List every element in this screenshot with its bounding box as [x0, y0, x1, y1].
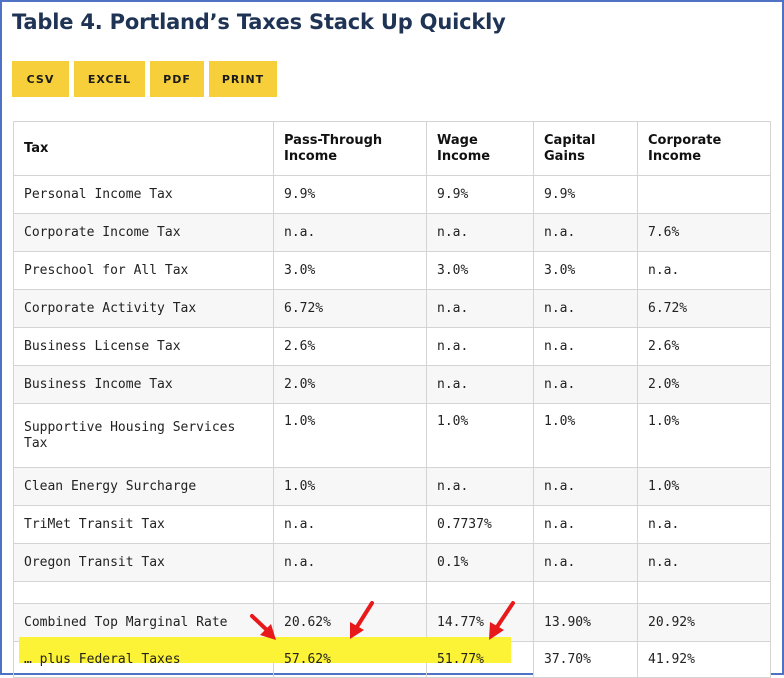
header-wage: Wage Income	[426, 121, 534, 176]
table-header-row: Tax Pass-Through Income Wage Income Capita…	[13, 121, 771, 176]
capital-gains-value: n.a.	[533, 543, 638, 582]
spacer-cell	[13, 581, 274, 604]
tax-name: Supportive Housing Services Tax	[13, 403, 274, 468]
pass-through-value: 9.9%	[273, 175, 427, 214]
spacer-cell	[637, 581, 771, 604]
corporate-value: n.a.	[637, 543, 771, 582]
header-tax: Tax	[13, 121, 274, 176]
capital-gains-value: n.a.	[533, 289, 638, 328]
pass-through-value: n.a.	[273, 543, 427, 582]
tax-name: Clean Energy Surcharge	[13, 467, 274, 506]
table-row: Corporate Income Tax n.a. n.a. n.a. 7.6%	[13, 213, 771, 252]
wage-value: 3.0%	[426, 251, 534, 290]
wage-value: n.a.	[426, 289, 534, 328]
pass-through-value: n.a.	[273, 213, 427, 252]
capital-gains-value: n.a.	[533, 365, 638, 404]
corporate-value: n.a.	[637, 505, 771, 544]
wage-value: n.a.	[426, 213, 534, 252]
tax-table: Tax Pass-Through Income Wage Income Capita…	[13, 121, 771, 678]
capital-gains-value: 9.9%	[533, 175, 638, 214]
capital-gains-value: 13.90%	[533, 603, 638, 642]
wage-value: n.a.	[426, 365, 534, 404]
table-row: Personal Income Tax 9.9% 9.9% 9.9%	[13, 175, 771, 214]
tax-name: Oregon Transit Tax	[13, 543, 274, 582]
header-capital-gains: Capital Gains	[533, 121, 638, 176]
pdf-button[interactable]: PDF	[150, 61, 204, 97]
csv-button[interactable]: CSV	[12, 61, 69, 97]
export-toolbar: CSV EXCEL PDF PRINT	[12, 61, 277, 97]
excel-button[interactable]: EXCEL	[74, 61, 145, 97]
pass-through-value: 3.0%	[273, 251, 427, 290]
corporate-value: 1.0%	[637, 467, 771, 506]
corporate-value	[637, 175, 771, 214]
capital-gains-value: n.a.	[533, 467, 638, 506]
spacer-cell	[426, 581, 534, 604]
print-button[interactable]: PRINT	[209, 61, 277, 97]
tax-name: Business Income Tax	[13, 365, 274, 404]
wage-value: n.a.	[426, 467, 534, 506]
tax-name: Corporate Activity Tax	[13, 289, 274, 328]
table-spacer-row	[13, 581, 771, 604]
table-row: Supportive Housing Services Tax 1.0% 1.0%…	[13, 403, 771, 468]
capital-gains-value: 3.0%	[533, 251, 638, 290]
corporate-value: 20.92%	[637, 603, 771, 642]
table-row: TriMet Transit Tax n.a. 0.7737% n.a. n.a…	[13, 505, 771, 544]
tax-name: Business License Tax	[13, 327, 274, 366]
wage-value: 14.77%	[426, 603, 534, 642]
corporate-value: 1.0%	[637, 403, 771, 468]
table-row: Business License Tax 2.6% n.a. n.a. 2.6%	[13, 327, 771, 366]
table-row: Preschool for All Tax 3.0% 3.0% 3.0% n.a…	[13, 251, 771, 290]
page-title: Table 4. Portland’s Taxes Stack Up Quick…	[12, 10, 506, 34]
capital-gains-value: n.a.	[533, 213, 638, 252]
wage-value: n.a.	[426, 327, 534, 366]
pass-through-value: 1.0%	[273, 467, 427, 506]
pass-through-value: 2.0%	[273, 365, 427, 404]
table-row: Oregon Transit Tax n.a. 0.1% n.a. n.a.	[13, 543, 771, 582]
table-row: Business Income Tax 2.0% n.a. n.a. 2.0%	[13, 365, 771, 404]
capital-gains-value: n.a.	[533, 505, 638, 544]
corporate-value: 41.92%	[637, 641, 771, 678]
capital-gains-value: 37.70%	[533, 641, 638, 678]
highlight-band	[19, 637, 511, 663]
wage-value: 9.9%	[426, 175, 534, 214]
header-pass-through: Pass-Through Income	[273, 121, 427, 176]
corporate-value: 6.72%	[637, 289, 771, 328]
table-row-combined: Combined Top Marginal Rate 20.62% 14.77%…	[13, 603, 771, 642]
pass-through-value: 1.0%	[273, 403, 427, 468]
tax-name: Combined Top Marginal Rate	[13, 603, 274, 642]
tax-name: Preschool for All Tax	[13, 251, 274, 290]
corporate-value: 7.6%	[637, 213, 771, 252]
pass-through-value: n.a.	[273, 505, 427, 544]
capital-gains-value: 1.0%	[533, 403, 638, 468]
pass-through-value: 20.62%	[273, 603, 427, 642]
tax-name: Personal Income Tax	[13, 175, 274, 214]
corporate-value: n.a.	[637, 251, 771, 290]
pass-through-value: 2.6%	[273, 327, 427, 366]
pass-through-value: 6.72%	[273, 289, 427, 328]
tax-name: Corporate Income Tax	[13, 213, 274, 252]
corporate-value: 2.6%	[637, 327, 771, 366]
corporate-value: 2.0%	[637, 365, 771, 404]
capital-gains-value: n.a.	[533, 327, 638, 366]
table-row: Corporate Activity Tax 6.72% n.a. n.a. 6…	[13, 289, 771, 328]
header-corporate: Corporate Income	[637, 121, 771, 176]
spacer-cell	[533, 581, 638, 604]
tax-name: TriMet Transit Tax	[13, 505, 274, 544]
wage-value: 1.0%	[426, 403, 534, 468]
table-row: Clean Energy Surcharge 1.0% n.a. n.a. 1.…	[13, 467, 771, 506]
spacer-cell	[273, 581, 427, 604]
wage-value: 0.1%	[426, 543, 534, 582]
wage-value: 0.7737%	[426, 505, 534, 544]
